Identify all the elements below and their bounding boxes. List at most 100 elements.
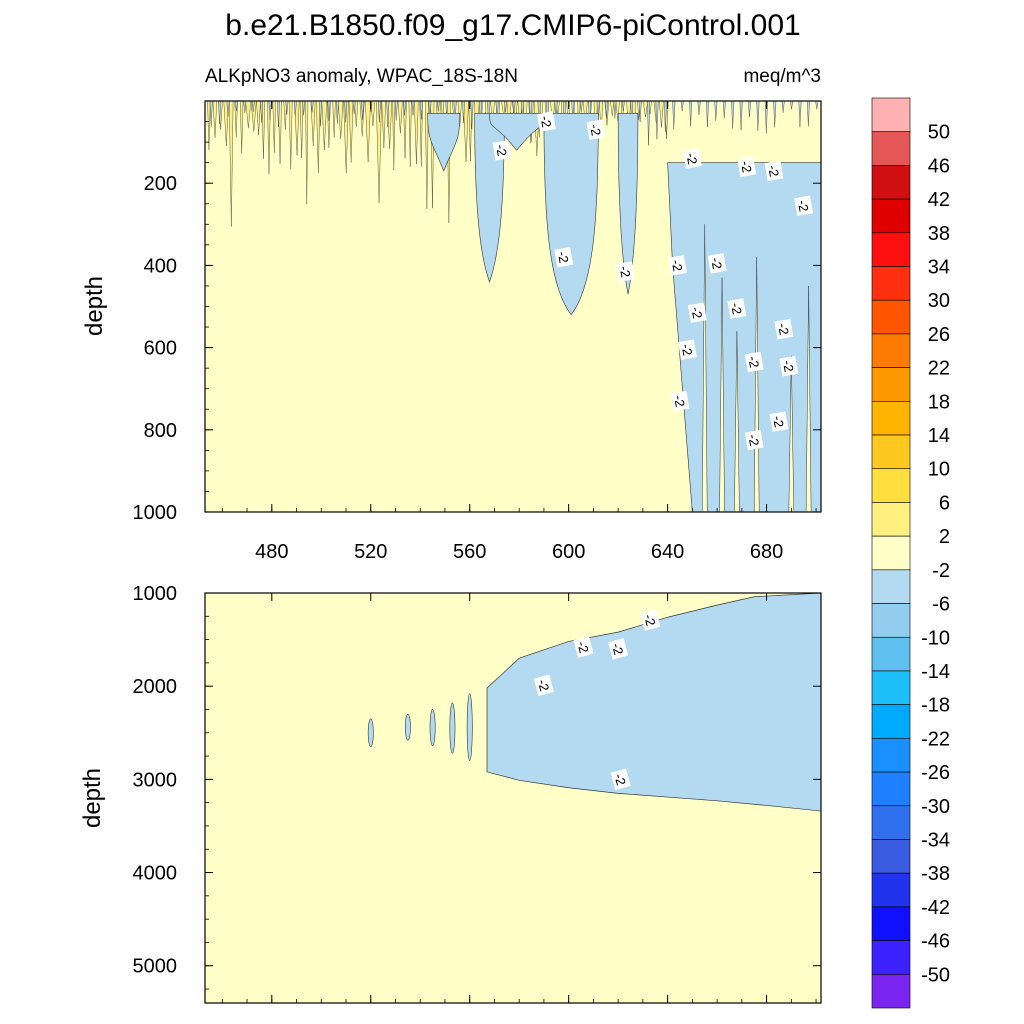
contour-label-box — [744, 429, 764, 451]
colorbar-swatch — [871, 232, 911, 267]
negative-lens — [466, 693, 473, 762]
contour-label-text: -2 — [745, 433, 762, 447]
colorbar-label: 14 — [928, 425, 950, 447]
y-tick-label: 2000 — [133, 676, 178, 698]
upper-contour-labels: -2 -2 -2 -2 -2 -2 -2 -2 -2 -2 -2 -2 -2 -2 -2 -2 -2 -2 -2 -2 — [492, 111, 814, 451]
contour-label-box — [670, 390, 690, 412]
contour-label-text: -2 — [493, 143, 510, 157]
colorbar-swatch — [871, 131, 911, 166]
contour-label: -2 — [744, 351, 764, 373]
contour-label-box — [779, 355, 799, 377]
colorbar-label: 50 — [928, 122, 950, 144]
contour-label: -2 — [586, 119, 606, 141]
x-tick-label: 640 — [651, 541, 684, 563]
colorbar-swatch — [871, 973, 911, 1009]
contour-label-box — [492, 140, 512, 161]
negative-column — [617, 113, 639, 295]
contour-label-text: -2 — [574, 640, 591, 655]
colorbar-swatch — [871, 299, 911, 335]
contour-label: -2 — [682, 148, 702, 169]
colorbar-swatch — [871, 569, 911, 604]
colorbar-label: -6 — [932, 594, 950, 616]
colorbar-label: 18 — [928, 391, 950, 413]
y-tick-label: 800 — [144, 420, 177, 442]
colorbar-swatch — [871, 165, 911, 200]
colorbar-label: 2 — [939, 526, 950, 548]
contour-label: -2 — [727, 298, 747, 319]
upper-ylabel: depth — [81, 276, 108, 336]
contour-label-box — [769, 411, 789, 432]
contour-label-box — [608, 638, 629, 660]
contour-label-text: -2 — [679, 343, 696, 357]
contour-label: -2 — [744, 429, 764, 451]
contour-label: -2 — [573, 636, 594, 658]
colorbar-label: 22 — [928, 358, 950, 380]
contour-label: -2 — [533, 674, 554, 697]
contour-label-box — [668, 255, 687, 276]
colorbar-swatch — [871, 401, 911, 436]
contour-label-text: -2 — [671, 394, 688, 408]
contour-label-text: -2 — [555, 250, 572, 264]
contour-label-box — [727, 298, 747, 319]
lower-contour-labels: -2 -2 -2 -2 -2 — [533, 609, 661, 791]
contour-label-text: -2 — [780, 359, 797, 373]
contour-label: -2 — [640, 609, 661, 631]
contour-label-text: -2 — [688, 306, 705, 320]
colorbar-swatch — [871, 738, 911, 773]
lower-ylabel: depth — [79, 768, 106, 828]
colorbar-swatch — [871, 502, 911, 537]
contour-label-text: -2 — [617, 265, 634, 279]
lower-frame — [204, 592, 822, 1004]
lower-axes: 1000 2000 3000 4000 5000 — [133, 583, 821, 1003]
colorbar-label: -50 — [921, 964, 950, 986]
y-tick-label: 3000 — [133, 769, 178, 791]
x-tick-label: 480 — [255, 541, 288, 563]
contour-label: -2 — [616, 261, 636, 282]
contour-label-text: -2 — [745, 355, 762, 369]
colorbar-swatch — [871, 367, 911, 402]
contour-label-text: -2 — [535, 678, 552, 693]
contour-label: -2 — [794, 195, 814, 217]
colorbar-label: 10 — [928, 459, 950, 481]
colorbar-label: -18 — [921, 695, 950, 717]
y-tick-label: 600 — [144, 338, 177, 360]
y-tick-label: 1000 — [133, 502, 178, 524]
contour-label-box — [677, 339, 697, 360]
contour-label: -2 — [779, 355, 799, 377]
colorbar-label: 26 — [928, 324, 950, 346]
negative-lens — [367, 718, 374, 748]
contour-label-box — [610, 768, 631, 791]
colorbar-label: 38 — [928, 223, 950, 245]
colorbar-swatch — [871, 333, 911, 368]
contour-label-text: -2 — [538, 115, 555, 129]
x-tick-label: 520 — [354, 541, 387, 563]
colorbar-swatch — [871, 97, 911, 133]
contour-label-box — [764, 160, 784, 182]
colorbar-swatch — [871, 636, 911, 672]
contour-label-box — [707, 253, 727, 274]
contour-label-text: -2 — [738, 160, 755, 174]
colorbar-swatch — [871, 603, 911, 638]
contour-label-box — [573, 636, 594, 658]
contour-label: -2 — [536, 111, 556, 132]
x-tick-label: 680 — [750, 541, 783, 563]
colorbar-label: -30 — [921, 796, 950, 818]
contour-label-text: -2 — [669, 258, 686, 272]
colorbar-swatch — [871, 872, 911, 908]
negative-column — [427, 113, 461, 172]
contour-label: -2 — [769, 411, 789, 432]
contour-label: -2 — [670, 390, 690, 412]
contour-label: -2 — [608, 638, 629, 660]
contour-label: -2 — [774, 318, 794, 340]
contour-label: -2 — [737, 156, 757, 178]
x-tick-label: 560 — [453, 541, 486, 563]
contour-label: -2 — [764, 160, 784, 182]
lower-panel: -2 -2 -2 -2 -2 1000 2000 3000 4000 5000 depth — [79, 583, 822, 1004]
colorbar-swatch — [871, 805, 911, 840]
colorbar-swatch — [871, 198, 911, 234]
colorbar-label: -2 — [932, 560, 950, 582]
y-tick-label: 1000 — [133, 583, 178, 605]
colorbar-swatch — [871, 906, 911, 941]
colorbar-swatch — [871, 468, 911, 503]
